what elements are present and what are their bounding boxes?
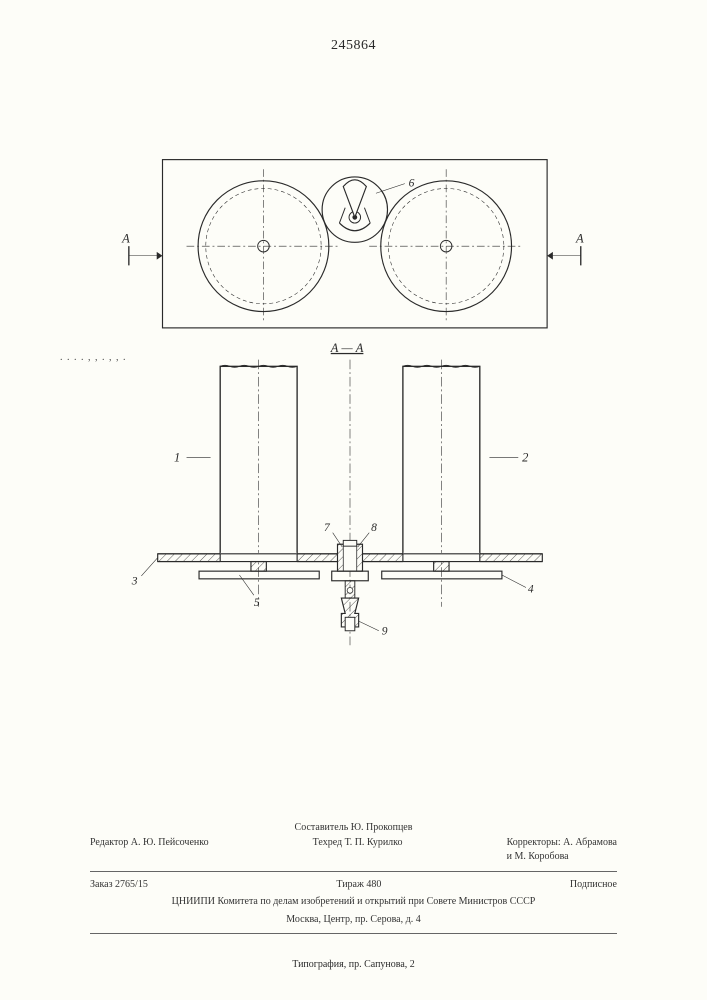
- callout-6: 6: [409, 178, 415, 190]
- selector-knob: [322, 177, 387, 242]
- left-flange: [199, 562, 319, 579]
- leader-9: [359, 621, 379, 631]
- callout-2: 2: [522, 451, 528, 465]
- correctors: Корректоры: А. Абрамова и М. Коробова: [507, 836, 617, 865]
- callout-3: 3: [131, 576, 138, 588]
- section-arrow-right-head: [547, 252, 553, 260]
- callout-5: 5: [254, 597, 260, 609]
- editor: Редактор А. Ю. Пейсоченко: [90, 836, 209, 865]
- right-flange: [382, 562, 502, 579]
- leader-8: [358, 533, 370, 547]
- leader-3: [141, 558, 157, 576]
- callout-8: 8: [371, 522, 377, 534]
- order-number: Заказ 2765/15: [90, 878, 148, 893]
- scan-speckle: . . . . , , . , , .: [60, 352, 127, 363]
- rule-2: [90, 933, 617, 934]
- callout-1: 1: [174, 451, 180, 465]
- rule-1: [90, 871, 617, 872]
- section-mark-right: A: [575, 231, 584, 245]
- center-hub-assembly: [332, 540, 369, 630]
- imprint-block: Составитель Ю. Прокопцев Редактор А. Ю. …: [90, 821, 617, 940]
- section-mark-left: A: [121, 231, 130, 245]
- correctors-label: Корректоры:: [507, 837, 561, 848]
- section-arrow-left-head: [157, 252, 163, 260]
- publisher-line-2: Москва, Центр, пр. Серова, д. 4: [90, 913, 617, 928]
- subscription: Подписное: [570, 878, 617, 893]
- callout-9: 9: [382, 626, 388, 638]
- technical-figure: 6 A A А — А: [95, 150, 605, 650]
- publisher-line-1: ЦНИИПИ Комитета по делам изобретений и о…: [90, 895, 617, 910]
- callout-4: 4: [528, 583, 534, 595]
- typography-line: Типография, пр. Сапунова, 2: [292, 959, 415, 970]
- corrector-2: и М. Коробова: [507, 851, 569, 862]
- figure-svg: 6 A A А — А: [95, 150, 605, 650]
- tirage: Тираж 480: [336, 878, 381, 893]
- techred: Техред Т. П. Курилко: [313, 836, 403, 865]
- document-number: 245864: [331, 38, 376, 54]
- callout-7: 7: [324, 522, 331, 534]
- compiler-line: Составитель Ю. Прокопцев: [90, 821, 617, 836]
- leader-5: [239, 575, 253, 595]
- section-label: А — А: [330, 341, 364, 355]
- leader-4: [502, 575, 526, 588]
- corrector-1: А. Абрамова: [563, 837, 617, 848]
